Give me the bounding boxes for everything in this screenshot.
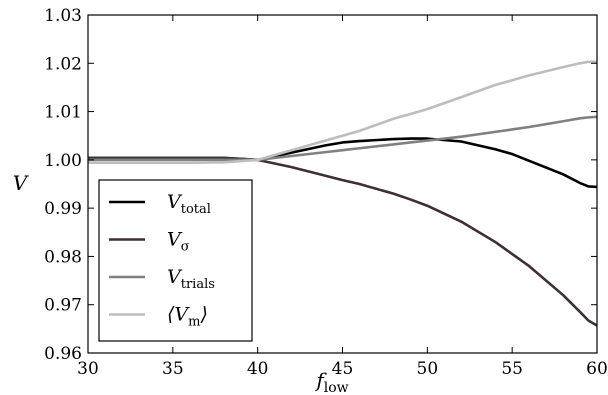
y-tick-label: 1.03 bbox=[44, 6, 82, 26]
x-tick-label: 50 bbox=[417, 359, 439, 379]
x-tick-label: 60 bbox=[586, 359, 608, 379]
x-tick-label: 55 bbox=[501, 359, 523, 379]
x-tick-label: 35 bbox=[162, 359, 184, 379]
y-tick-label: 1.02 bbox=[44, 54, 82, 74]
y-axis-label: V bbox=[13, 171, 30, 195]
series-line-3 bbox=[88, 60, 597, 165]
y-tick-label: 0.97 bbox=[44, 296, 82, 316]
x-tick-label: 30 bbox=[77, 359, 99, 379]
y-tick-label: 0.96 bbox=[44, 344, 82, 364]
y-tick-label: 0.98 bbox=[44, 247, 82, 267]
x-tick-label: 45 bbox=[332, 359, 354, 379]
x-tick-label: 40 bbox=[247, 359, 269, 379]
legend-label-1: Vσ bbox=[167, 229, 190, 255]
legend: Vtotal Vσ Vtrials ⟨Vm⟩ bbox=[98, 179, 253, 342]
y-tick-label: 1.00 bbox=[44, 151, 82, 171]
series-line-1 bbox=[88, 156, 598, 327]
series-layer bbox=[88, 60, 598, 327]
y-tick-label: 1.01 bbox=[44, 103, 82, 123]
legend-label-3: ⟨Vm⟩ bbox=[167, 304, 208, 330]
legend-label-2: Vtrials bbox=[167, 266, 215, 292]
ticks-layer: 30 35 40 45 50 55 60 0.96 0.97 0.98 0.99 1.00 1.01 1.… bbox=[44, 6, 608, 379]
legend-label-0: Vtotal bbox=[167, 191, 211, 217]
series-line-2 bbox=[88, 115, 598, 162]
y-tick-label: 0.99 bbox=[44, 199, 82, 219]
